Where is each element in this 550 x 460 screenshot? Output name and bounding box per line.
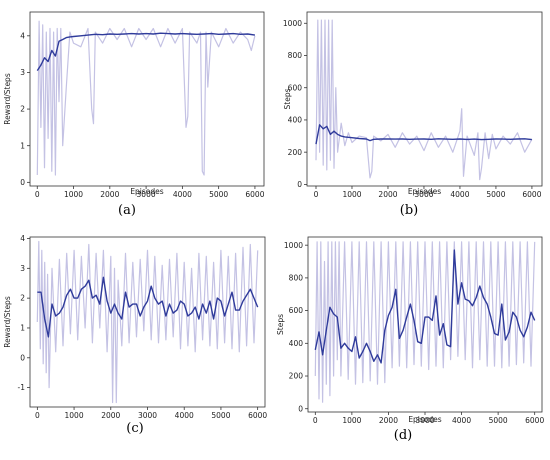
y-tick-label: 800 (288, 51, 303, 60)
x-tick-label: 5000 (486, 190, 505, 199)
x-tick-label: 3000 (138, 411, 157, 420)
x-tick-label: 6000 (248, 411, 267, 420)
chart-panel-3: 0 1000 2000 3000 4000 5000 6000 0 200 400 600 800 10… (276, 236, 544, 425)
y-axis-label: Reward/Steps (3, 296, 12, 348)
x-tick-label: 0 (35, 411, 40, 420)
y-tick-label: 200 (288, 148, 303, 157)
y-axis-label: Reward/Steps (3, 73, 12, 125)
x-tick-label: 5000 (209, 190, 228, 199)
x-tick-label: 1000 (64, 190, 83, 199)
series-line-smoothed (36, 32, 256, 71)
x-tick-label: 4000 (452, 416, 471, 425)
y-tick-label: 1000 (283, 19, 302, 28)
y-tick-label: -1 (18, 383, 26, 392)
x-tick-label: 2000 (378, 190, 397, 199)
series-line-smoothed (37, 276, 259, 338)
x-axis-label: Episodes (408, 415, 441, 424)
y-tick-label: 4 (20, 31, 25, 40)
x-tick-label: 4000 (450, 190, 469, 199)
x-tick-label: 1000 (342, 190, 361, 199)
subfigure-caption: (b) (399, 203, 419, 218)
x-tick-label: 0 (314, 190, 319, 199)
x-axis-label: Episodes (130, 187, 163, 196)
chart-panel-0: 0 1000 2000 3000 4000 5000 6000 0 1 2 3 4 Episodes Re… (3, 11, 265, 199)
x-tick-label: 3000 (414, 190, 433, 199)
x-tick-label: 2000 (100, 190, 119, 199)
y-tick-label: 400 (288, 116, 303, 125)
series-line-raw (36, 20, 256, 176)
x-tick-label: 4000 (173, 190, 192, 199)
x-tick-label: 1000 (65, 411, 84, 420)
chart-panel-2: 0 1000 2000 3000 4000 5000 6000 -1 0 1 2 3 4 Reward/S… (3, 234, 267, 420)
x-tick-label: 5000 (211, 411, 230, 420)
x-tick-label: 4000 (175, 411, 194, 420)
plot-frame (307, 236, 543, 413)
y-tick-label: 2 (20, 105, 25, 114)
x-tick-label: 0 (35, 190, 40, 199)
y-tick-label: 4 (20, 234, 25, 243)
y-tick-label: 3 (20, 68, 25, 77)
subfigure-caption: (c) (126, 421, 144, 436)
chart-panel-1: 0 1000 2000 3000 4000 5000 6000 0 200 400 600 800 10… (283, 11, 543, 199)
y-tick-label: 1000 (284, 241, 303, 250)
x-tick-label: 6000 (522, 190, 541, 199)
x-tick-label: 2000 (379, 416, 398, 425)
series-line-raw (36, 240, 259, 404)
y-axis-label: Steps (276, 314, 285, 335)
plot-frame (306, 11, 543, 187)
y-tick-label: 3 (20, 264, 25, 273)
subfigure-caption: (a) (118, 203, 136, 218)
x-tick-label: 0 (313, 416, 318, 425)
series-line-raw (314, 241, 536, 403)
y-axis-label: Steps (283, 88, 292, 109)
series-line-raw (315, 19, 533, 181)
x-tick-label: 3000 (415, 416, 434, 425)
series-line-smoothed (315, 124, 532, 145)
y-tick-label: 1 (20, 324, 25, 333)
y-tick-label: 600 (289, 306, 304, 315)
x-axis-label: Episodes (408, 187, 441, 196)
y-tick-label: 0 (298, 404, 303, 413)
y-tick-label: 1 (20, 141, 25, 150)
y-tick-label: 800 (289, 273, 304, 282)
x-tick-label: 2000 (101, 411, 120, 420)
subfigure-caption: (d) (393, 428, 413, 443)
y-tick-label: 0 (297, 180, 302, 189)
y-tick-label: 400 (289, 339, 304, 348)
x-tick-label: 5000 (489, 416, 508, 425)
x-tick-label: 6000 (525, 416, 544, 425)
y-tick-label: 2 (20, 294, 25, 303)
x-tick-label: 6000 (245, 190, 264, 199)
x-tick-label: 1000 (342, 416, 361, 425)
y-tick-label: 600 (288, 83, 303, 92)
y-tick-label: 200 (289, 372, 304, 381)
y-tick-label: 0 (20, 178, 25, 187)
x-tick-label: 3000 (137, 190, 156, 199)
series-line-smoothed (314, 249, 536, 364)
y-tick-label: 0 (20, 353, 25, 362)
plot-frame (29, 11, 265, 187)
